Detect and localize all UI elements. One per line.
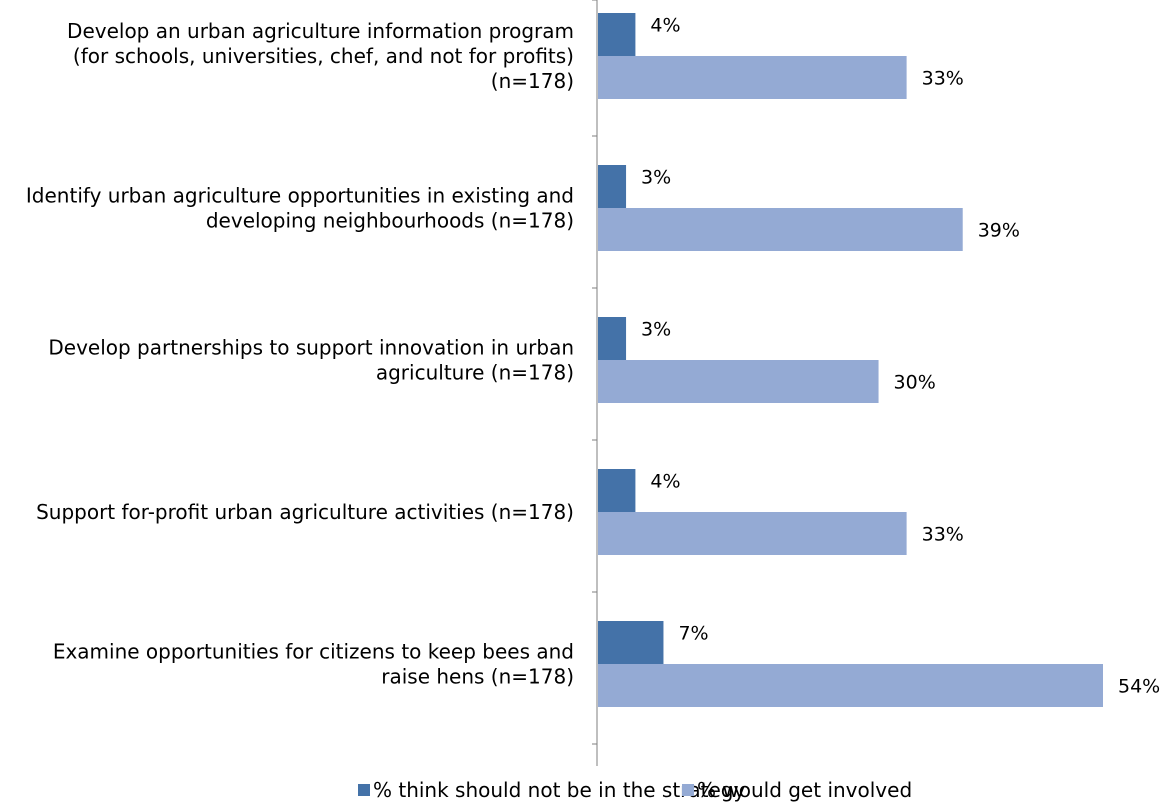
data-label: 4% [650,471,680,493]
category-label: Develop an urban agriculture information… [67,19,574,43]
bar-would-get-involved [598,56,907,99]
data-label: 7% [678,623,708,645]
category-label: (for schools, universities, chef, and no… [73,44,574,68]
category-label: Examine opportunities for citizens to ke… [53,640,574,664]
bar-not-in-strategy [598,317,627,360]
labels: Develop an urban agriculture information… [26,15,1160,698]
bar-chart: Develop an urban agriculture information… [26,0,1160,766]
category-axis [592,0,598,766]
category-label: Develop partnerships to support innovati… [48,336,574,360]
bar-not-in-strategy [598,621,664,664]
data-label: 39% [978,220,1020,242]
legend-swatch [682,784,694,796]
bar-not-in-strategy [598,469,636,512]
data-label: 33% [922,68,964,90]
data-label: 3% [641,167,671,189]
data-label: 54% [1118,676,1160,698]
category-label: developing neighbourhoods (n=178) [206,209,574,233]
data-label: 30% [894,372,936,394]
data-label: 4% [650,15,680,37]
legend-swatch [358,784,370,796]
bars [598,13,1103,707]
bar-would-get-involved [598,512,907,555]
data-label: 3% [641,319,671,341]
legend: % think should not be in the strategy % … [0,778,1168,808]
data-label: 33% [922,524,964,546]
bar-would-get-involved [598,208,963,251]
category-label: (n=178) [491,69,574,93]
bar-not-in-strategy [598,13,636,56]
bar-not-in-strategy [598,165,627,208]
category-label: raise hens (n=178) [381,665,574,689]
legend-label: % would get involved [697,778,913,802]
bar-would-get-involved [598,664,1103,707]
bar-would-get-involved [598,360,879,403]
category-label: Identify urban agriculture opportunities… [26,184,574,208]
legend-item-would-get-involved: % would get involved [682,778,912,802]
category-label: agriculture (n=178) [376,361,574,385]
category-label: Support for-profit urban agriculture act… [36,500,574,524]
